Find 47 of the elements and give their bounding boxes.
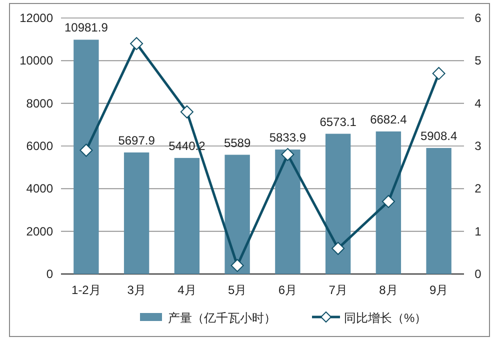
data-label: 6682.4 bbox=[370, 112, 408, 126]
data-label: 5697.9 bbox=[118, 133, 156, 148]
point bbox=[230, 258, 244, 272]
bar bbox=[174, 158, 200, 274]
bar bbox=[275, 150, 300, 274]
x-tick-label: 8月 bbox=[379, 283, 398, 297]
point bbox=[180, 105, 194, 118]
y2-tick-label: 3 bbox=[474, 139, 482, 153]
x-tick-label: 4月 bbox=[178, 283, 196, 297]
y2-tick-label: 6 bbox=[474, 11, 482, 25]
data-label: 10981.9 bbox=[64, 20, 108, 35]
y-tick-label: 8000 bbox=[26, 96, 54, 110]
point bbox=[80, 144, 93, 157]
point bbox=[281, 148, 294, 162]
data-label: 5589 bbox=[224, 136, 251, 150]
bar bbox=[74, 40, 99, 274]
y2-tick-label: 1 bbox=[474, 224, 482, 238]
data-label: 5833.9 bbox=[269, 130, 306, 145]
y2-tick-label: 2 bbox=[474, 182, 482, 196]
x-tick-label: 1-2月 bbox=[72, 283, 101, 297]
x-tick-label: 7月 bbox=[328, 283, 348, 297]
y2-tick-label: 0 bbox=[474, 267, 482, 281]
y2-tick-label: 5 bbox=[474, 54, 482, 68]
bar bbox=[124, 152, 150, 274]
bar bbox=[376, 131, 402, 274]
legend-label: 产量（亿千瓦小时） bbox=[168, 311, 276, 325]
bar bbox=[325, 134, 351, 274]
y-tick-label: 2000 bbox=[26, 224, 54, 238]
point bbox=[130, 37, 144, 50]
x-tick-label: 6月 bbox=[278, 283, 298, 297]
legend-label: 同比增长（%） bbox=[344, 311, 427, 325]
data-label: 5908.4 bbox=[420, 128, 458, 143]
bar bbox=[224, 154, 250, 274]
y-tick-label: 6000 bbox=[26, 139, 54, 153]
y-tick-label: 12000 bbox=[20, 11, 54, 25]
x-tick-label: 9月 bbox=[429, 283, 448, 297]
x-tick-label: 3月 bbox=[127, 283, 146, 297]
x-tick-label: 5月 bbox=[228, 283, 247, 297]
data-label: 6573.1 bbox=[320, 114, 357, 129]
point bbox=[432, 66, 446, 80]
bar bbox=[426, 148, 452, 274]
y-tick-label: 0 bbox=[46, 267, 54, 281]
point bbox=[382, 194, 395, 208]
point bbox=[332, 242, 345, 255]
y2-tick-label: 4 bbox=[474, 96, 482, 110]
y-tick-label: 10000 bbox=[20, 54, 54, 68]
y-tick-label: 4000 bbox=[26, 182, 54, 196]
